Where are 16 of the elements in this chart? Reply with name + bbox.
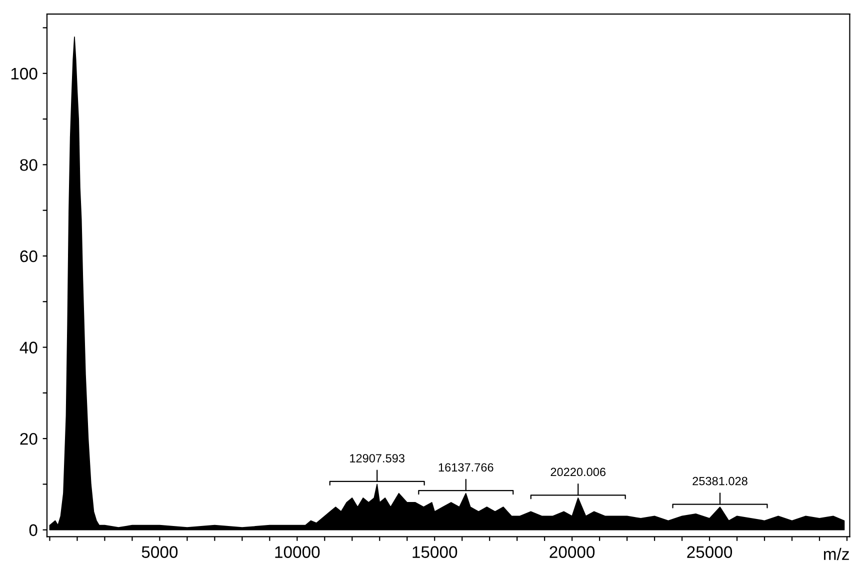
annotation: 20220.006	[550, 468, 606, 476]
x-tick-label: 25000	[687, 546, 732, 558]
y-tick-label: 40	[20, 342, 38, 354]
y-tick-label: 0	[29, 524, 38, 536]
annotation: 16137.766	[438, 463, 494, 472]
y-tick-label: 80	[20, 159, 38, 171]
y-tick-label: 100	[11, 68, 38, 80]
annotation: 12907.593	[350, 454, 404, 462]
x-tick-label: 5000	[142, 546, 178, 558]
y-tick-label: 60	[20, 250, 38, 262]
x-tick-label: 10000	[275, 546, 320, 558]
x-axis-title: m/z	[824, 548, 849, 560]
y-tick-label: 20	[20, 432, 38, 445]
x-tick-label: 20000	[550, 546, 595, 558]
x-tick-label: 15000	[412, 546, 458, 558]
annotation: 25381.028	[692, 476, 748, 486]
